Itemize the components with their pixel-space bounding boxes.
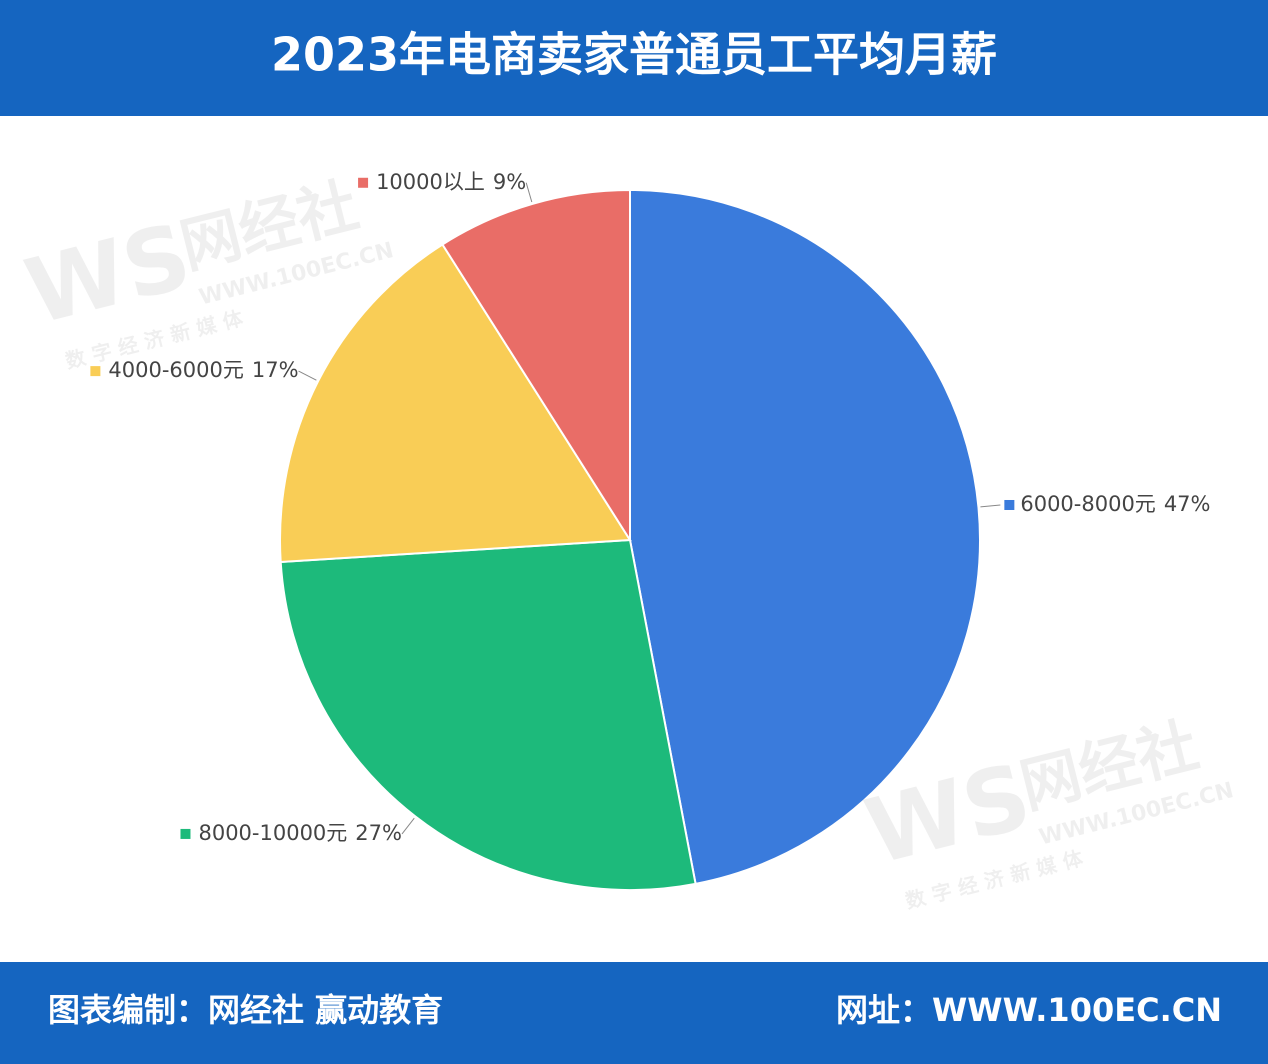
pie-slice (629, 188, 981, 885)
slice-category: 4000-6000元 (108, 358, 243, 382)
pie-slice (279, 538, 697, 891)
legend-marker (358, 177, 369, 188)
slice-label: 4000-6000元 17% (108, 358, 298, 382)
pie: 6000-8000元 47% 8000-10000元 27% 4000-6000元 17%… (90, 170, 1211, 891)
pie-slice (441, 188, 631, 544)
slice-category: 8000-10000元 (198, 821, 347, 845)
footer-source: 图表编制：网经社 赢动教育 (48, 991, 443, 1029)
legend-marker (1004, 499, 1015, 510)
leader-line (525, 182, 533, 203)
slice-label: 6000-8000元 47% (1020, 492, 1210, 516)
slice-value-label: 27% (355, 821, 402, 845)
slice-value-label: 9% (493, 170, 526, 194)
legend-marker (180, 828, 191, 839)
slice-value-label: 47% (1164, 492, 1211, 516)
slice-category: 6000-8000元 (1020, 492, 1155, 516)
pie-slice (279, 243, 632, 564)
leader-line (401, 817, 415, 835)
footer-website: 网址：WWW.100EC.CN (836, 991, 1222, 1029)
header-band (0, 0, 1268, 116)
leader-line (980, 504, 1001, 508)
slice-value-label: 17% (252, 358, 299, 382)
slice-label: 10000以上 9% (376, 170, 526, 194)
slice-label: 8000-10000元 27% (198, 821, 402, 845)
chart-title: 2023年电商卖家普通员工平均月薪 (271, 28, 997, 82)
legend-marker (90, 366, 101, 377)
footer-band (0, 962, 1268, 1064)
slice-category: 10000以上 (376, 170, 485, 194)
leader-line (298, 370, 317, 381)
